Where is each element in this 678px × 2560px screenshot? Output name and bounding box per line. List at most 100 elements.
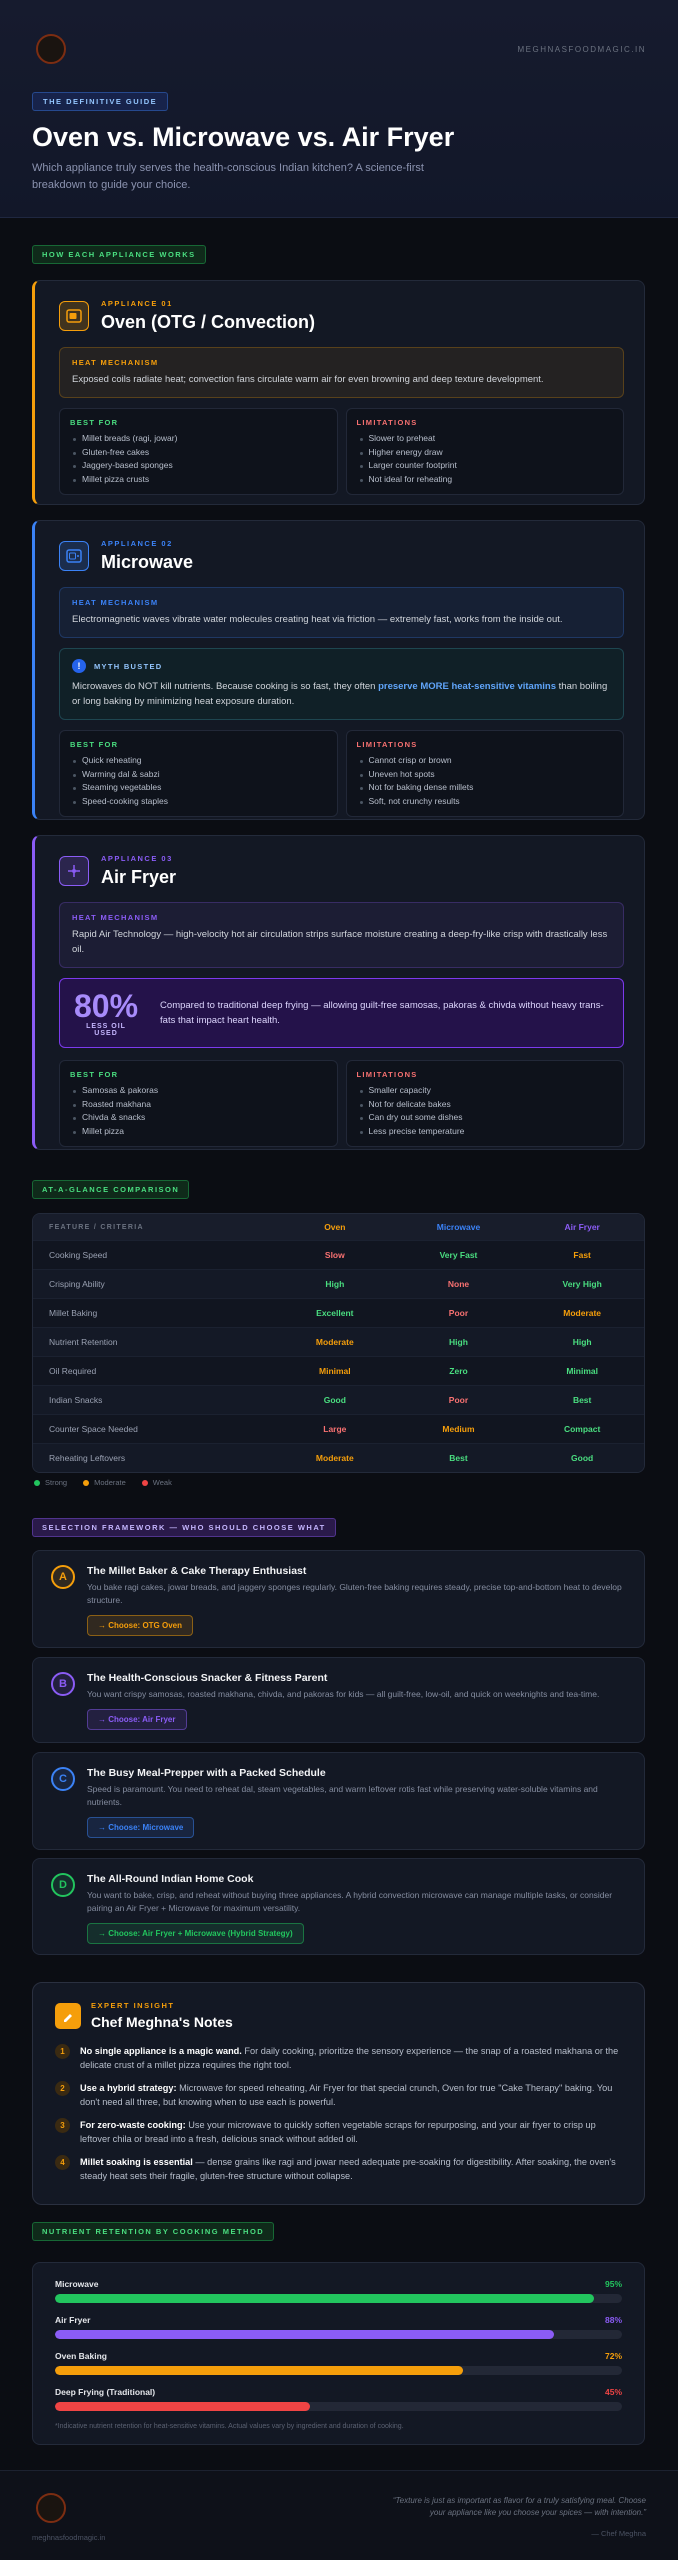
expert-card: EXPERT INSIGHT Chef Meghna's Notes 1 No sin… [32, 1982, 645, 2205]
persona-choice: → Choose: Air Fryer + Microwave (Hybrid … [87, 1923, 304, 1944]
legend: Strong Moderate Weak [34, 1478, 172, 1487]
feature: Counter Space Needed [49, 1424, 138, 1434]
rating: Compact [563, 1424, 601, 1434]
bar-row: Air Fryer 88% [55, 2315, 622, 2339]
mechanism-box: HEAT MECHANISM Electromagnetic waves vibr… [59, 587, 624, 638]
appliance-card: APPLIANCE 01 Oven (OTG / Convection) HEAT … [32, 280, 645, 505]
limitations-label: LIMITATIONS [356, 418, 418, 427]
best-for-list: Millet breads (ragi, jowar) Gluten-free c… [70, 432, 327, 486]
best-for-list: Samosas & pakoras Roasted makhana Chivda &… [70, 1084, 327, 1138]
category-label: Oven Baking [55, 2351, 107, 2361]
site-name: MEGHNASFOODMAGIC.IN [517, 45, 646, 54]
list-item: Millet breads (ragi, jowar) [70, 432, 327, 446]
appliance-lists: BEST FOR Millet breads (ragi, jowar) Glute… [59, 408, 624, 495]
appliance-card: APPLIANCE 03 Air Fryer HEAT MECHANISM Rapid… [32, 835, 645, 1150]
page-title: Oven vs. Microwave vs. Air Fryer [32, 122, 455, 152]
best-for-label: BEST FOR [70, 1070, 119, 1079]
feature: Cooking Speed [49, 1250, 108, 1260]
column-header: Air Fryer [564, 1222, 600, 1232]
limitations-list: Slower to preheat Higher energy draw Large… [357, 432, 614, 486]
feature: Indian Snacks [49, 1395, 103, 1405]
subtitle: Which appliance truly serves the health-… [32, 162, 424, 191]
table-header: FEATURE / CRITERIA Oven Microwave Air Fryer [33, 1214, 644, 1240]
note: 2 Use a hybrid strategy: Microwave for sp… [55, 2081, 622, 2109]
note-lead: For zero-waste cooking: [80, 2120, 186, 2130]
bar-label-row: Air Fryer 88% [55, 2315, 622, 2325]
legend-swatch [34, 1480, 40, 1487]
persona-text: You want crispy samosas, roasted makhana… [87, 1689, 600, 1699]
persona-text: You bake ragi cakes, jowar breads, and j… [87, 1582, 622, 1605]
persona-card: B The Health-Conscious Snacker & Fitness … [32, 1657, 645, 1743]
persona-letter: B [51, 1672, 75, 1696]
myth-text-part: than boiling or long baking by minimizin… [72, 681, 608, 707]
list-item: Higher energy draw [357, 446, 614, 460]
expert-header: EXPERT INSIGHT Chef Meghna's Notes [55, 2001, 622, 2030]
persona-text: You want to bake, crisp, and reheat with… [87, 1890, 613, 1913]
value-label: 45% [604, 2387, 622, 2397]
appliance-icon [59, 856, 89, 886]
stat-figure: 80% LESS OIL USED [74, 989, 138, 1037]
stat-box: 80% LESS OIL USED Compared to traditional … [59, 978, 624, 1048]
note-lead: No single appliance is a magic wand. [80, 2046, 242, 2056]
section-label: HOW EACH APPLIANCE WORKS [32, 245, 206, 264]
feature: Nutrient Retention [49, 1337, 118, 1347]
persona-text: Speed is paramount. You need to reheat d… [87, 1784, 598, 1807]
persona-title: The Health-Conscious Snacker & Fitness P… [87, 1672, 328, 1684]
appliance-heading: APPLIANCE 03 Air Fryer [101, 854, 176, 888]
note-text: For zero-waste cooking: Use your microwa… [80, 2118, 622, 2146]
value-label: 72% [604, 2351, 622, 2361]
chart-title: NUTRIENT RETENTION BY COOKING METHOD [32, 2222, 275, 2241]
myth-text: Microwaves do NOT kill nutrients. Becaus… [72, 679, 611, 709]
table-row: Nutrient Retention Moderate High High [33, 1327, 644, 1356]
category-label: Microwave [55, 2279, 99, 2289]
rating: High [572, 1337, 592, 1347]
table-row: Cooking Speed Slow Very Fast Fast [33, 1240, 644, 1269]
rating: Best [449, 1453, 468, 1463]
rating: Very High [562, 1279, 602, 1289]
appliance-name: Oven (OTG / Convection) [101, 312, 316, 332]
rating: Poor [448, 1395, 469, 1405]
best-for-box: BEST FOR Samosas & pakoras Roasted makhana… [59, 1060, 338, 1147]
rating: Fast [573, 1250, 591, 1260]
appliance-number: APPLIANCE 02 [101, 539, 173, 548]
list-item: Steaming vegetables [70, 781, 327, 795]
logo [36, 34, 66, 64]
category-label: Deep Frying (Traditional) [55, 2387, 156, 2397]
note-lead: Millet soaking is essential [80, 2157, 193, 2167]
rating: Good [571, 1453, 594, 1463]
list-item: Not for baking dense millets [357, 781, 614, 795]
appliance-header: APPLIANCE 01 Oven (OTG / Convection) [59, 299, 624, 333]
rating: Poor [448, 1308, 469, 1318]
list-item: Samosas & pakoras [70, 1084, 327, 1098]
note-lead: Use a hybrid strategy: [80, 2083, 177, 2093]
best-for-box: BEST FOR Millet breads (ragi, jowar) Glute… [59, 408, 338, 495]
legend-label: Weak [152, 1478, 172, 1487]
quote: “Texture is just as important as flavor … [392, 2496, 646, 2517]
stat-label: LESS OIL USED [86, 1023, 126, 1037]
list-item: Jaggery-based sponges [70, 459, 327, 473]
list-item: Speed-cooking staples [70, 795, 327, 809]
legend-item: Moderate [83, 1478, 126, 1487]
bar [55, 2366, 464, 2375]
limitations-list: Smaller capacity Not for delicate bakes Ca… [357, 1084, 614, 1138]
rating: Good [323, 1395, 346, 1405]
mechanism-label: HEAT MECHANISM [72, 358, 159, 367]
list-item: Warming dal & sabzi [70, 768, 327, 782]
appliance-header: APPLIANCE 02 Microwave [59, 539, 624, 573]
table-row: Oil Required Minimal Zero Minimal [33, 1356, 644, 1385]
note: 1 No single appliance is a magic wand. Fo… [55, 2044, 622, 2072]
appliance-name: Air Fryer [101, 867, 177, 887]
feature: Reheating Leftovers [49, 1453, 126, 1463]
rating: Zero [449, 1366, 468, 1376]
logo [36, 2493, 66, 2523]
bar-row: Deep Frying (Traditional) 45% [55, 2387, 622, 2411]
note-body: Use your microwave to quickly soften veg… [80, 2120, 596, 2144]
list-item: Smaller capacity [357, 1084, 614, 1098]
feature: Oil Required [49, 1366, 97, 1376]
mechanism-label: HEAT MECHANISM [72, 598, 159, 607]
list-item: Chivda & snacks [70, 1111, 327, 1125]
note-body: For daily cooking, prioritize the sensor… [80, 2046, 619, 2070]
appliance-heading: APPLIANCE 02 Microwave [101, 539, 193, 573]
persona-title: The Millet Baker & Cake Therapy Enthusia… [87, 1565, 307, 1577]
appliance-lists: BEST FOR Samosas & pakoras Roasted makhana… [59, 1060, 624, 1147]
